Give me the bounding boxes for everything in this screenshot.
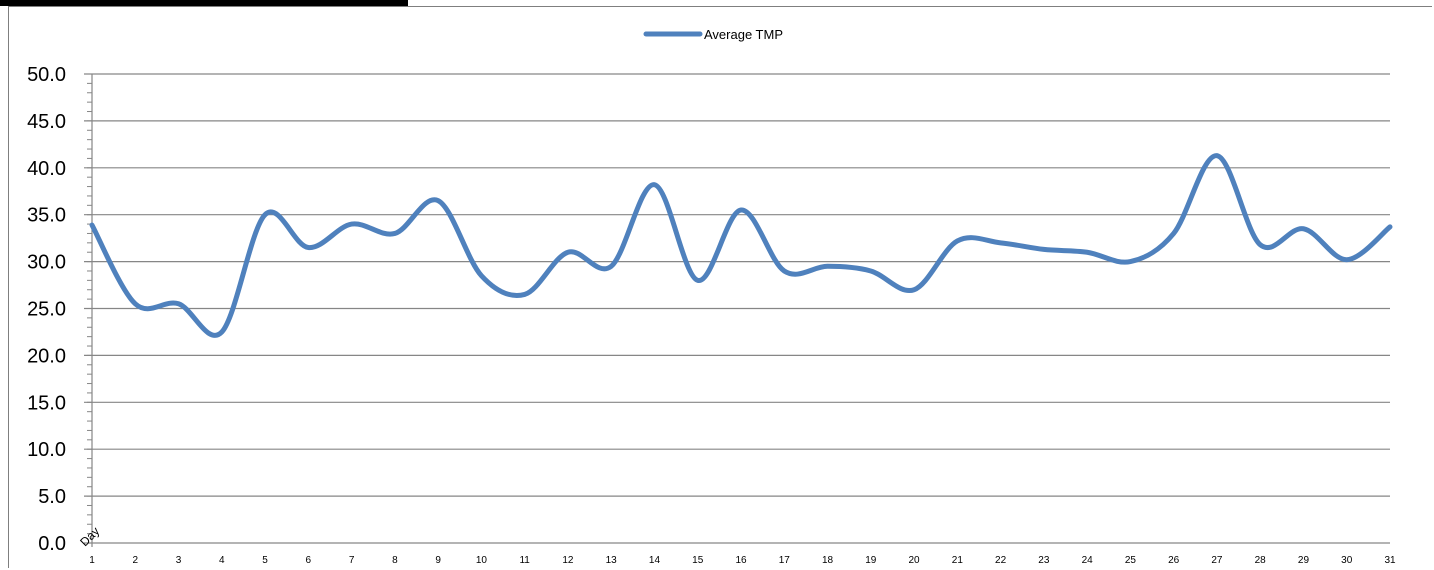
data-point xyxy=(825,264,830,269)
x-tick-label: 14 xyxy=(649,555,661,566)
x-axis-label: Day xyxy=(77,524,102,549)
y-tick-label: 25.0 xyxy=(27,299,66,321)
y-tick-labels: 0.0 5.0 10.0 15.0 20.0 25.0 30.0 35.0 40.0 45.0 50… xyxy=(27,64,66,555)
y-tick-label: 40.0 xyxy=(27,158,66,180)
x-tick-label: 6 xyxy=(306,555,312,566)
x-tick-label: 24 xyxy=(1082,555,1094,566)
data-point xyxy=(1041,247,1046,252)
data-point xyxy=(392,231,397,236)
data-point xyxy=(739,208,744,213)
y-tick-label: 15.0 xyxy=(27,392,66,414)
data-point xyxy=(1214,153,1219,158)
data-point xyxy=(1085,250,1090,255)
x-tick-label: 31 xyxy=(1384,555,1396,566)
data-point xyxy=(133,301,138,306)
x-tick-label: 7 xyxy=(349,555,355,566)
data-point xyxy=(868,268,873,273)
data-point xyxy=(263,212,268,217)
top-black-bar xyxy=(0,0,408,6)
data-point xyxy=(90,223,95,228)
x-tick-label: 22 xyxy=(995,555,1007,566)
y-tick-label: 0.0 xyxy=(38,533,66,555)
x-tick-label: 4 xyxy=(219,555,225,566)
x-tick-label: 10 xyxy=(476,555,488,566)
data-point xyxy=(695,278,700,283)
x-tick-label: 5 xyxy=(262,555,268,566)
x-tick-label: 23 xyxy=(1038,555,1050,566)
x-tick-label: 15 xyxy=(692,555,704,566)
x-tick-label: 21 xyxy=(952,555,964,566)
data-point xyxy=(1171,231,1176,236)
x-tick-label: 9 xyxy=(435,555,441,566)
chart-frame xyxy=(8,6,1432,568)
x-tick-label: 30 xyxy=(1341,555,1353,566)
x-tick-label: 13 xyxy=(606,555,618,566)
series-line-1 xyxy=(89,153,1393,338)
data-point xyxy=(1344,257,1349,262)
x-tick-label: 11 xyxy=(519,555,530,566)
data-point xyxy=(219,329,224,334)
data-point xyxy=(522,292,527,297)
data-point xyxy=(349,222,354,227)
y-tick-label: 35.0 xyxy=(27,205,66,227)
x-tick-label: 16 xyxy=(735,555,747,566)
x-tick-label: 2 xyxy=(132,555,138,566)
legend-label: Average TMP xyxy=(704,27,783,42)
data-point xyxy=(912,287,917,292)
y-tick-label: 20.0 xyxy=(27,345,66,367)
x-tick-labels: 1 2 3 4 5 6 7 8 9 10 11 12 13 14 15 16 17 18 19 20 21 22 23 24 2… xyxy=(89,555,1396,566)
data-point xyxy=(782,268,787,273)
x-tick-label: 12 xyxy=(562,555,574,566)
y-tick-label: 45.0 xyxy=(27,111,66,133)
gridlines xyxy=(84,73,1390,544)
data-point xyxy=(1388,224,1393,229)
data-point xyxy=(1258,242,1263,247)
x-tick-label: 19 xyxy=(865,555,877,566)
x-tick-label: 27 xyxy=(1211,555,1223,566)
data-point xyxy=(652,182,657,187)
data-point xyxy=(479,273,484,278)
y-tick-label: 10.0 xyxy=(27,439,66,461)
legend: Average TMP xyxy=(643,27,783,42)
axes xyxy=(87,73,93,547)
data-point xyxy=(436,198,441,203)
data-point xyxy=(955,238,960,243)
y-tick-label: 50.0 xyxy=(27,64,66,86)
x-tick-label: 20 xyxy=(909,555,921,566)
x-tick-label: 1 xyxy=(89,555,95,566)
y-tick-label: 30.0 xyxy=(27,252,66,274)
x-tick-label: 8 xyxy=(392,555,398,566)
data-point xyxy=(306,245,311,250)
x-tick-label: 18 xyxy=(822,555,834,566)
data-point xyxy=(998,240,1003,245)
x-tick-label: 29 xyxy=(1298,555,1310,566)
y-tick-label: 5.0 xyxy=(38,486,66,508)
x-tick-label: 3 xyxy=(176,555,182,566)
data-point xyxy=(176,301,181,306)
x-tick-label: 26 xyxy=(1168,555,1180,566)
data-point xyxy=(609,264,614,269)
x-tick-label: 28 xyxy=(1255,555,1267,566)
series-group xyxy=(89,153,1393,338)
data-point xyxy=(1128,259,1133,264)
data-point xyxy=(1301,226,1306,231)
x-tick-label: 17 xyxy=(779,555,791,566)
data-point xyxy=(565,250,570,255)
x-tick-label: 25 xyxy=(1125,555,1137,566)
